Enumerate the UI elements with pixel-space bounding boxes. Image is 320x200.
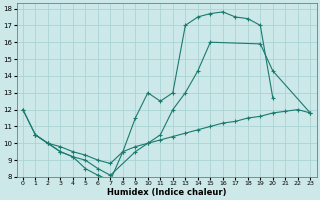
X-axis label: Humidex (Indice chaleur): Humidex (Indice chaleur) [107,188,226,197]
